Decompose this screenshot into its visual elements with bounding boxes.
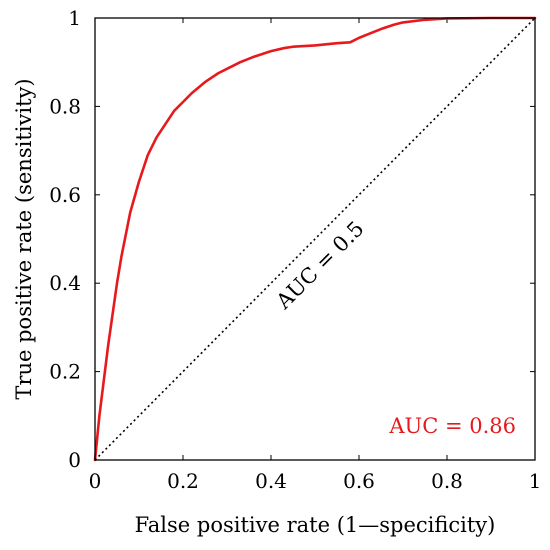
- axis-ticks: 0 0.2 0.4 0.6 0.8 1 0 0.2 0.4 0.6 0.8 1: [49, 6, 541, 493]
- x-tick-label: 0: [89, 469, 102, 493]
- y-tick-label: 0.4: [49, 271, 81, 295]
- x-tick-label: 0.8: [431, 469, 463, 493]
- x-tick-label: 1: [529, 469, 542, 493]
- y-axis-label: True positive rate (sensitivity): [12, 78, 36, 399]
- y-tick-label: 0.2: [49, 360, 81, 384]
- model-auc-label: AUC = 0.86: [388, 414, 516, 438]
- roc-curve-line: [93, 16, 537, 462]
- y-tick-label: 1: [68, 6, 81, 30]
- series-layer: [93, 16, 537, 462]
- y-tick-label: 0.8: [49, 94, 81, 118]
- y-tick-label: 0.6: [49, 183, 81, 207]
- x-axis-label: False positive rate (1—specificity): [135, 513, 496, 537]
- x-tick-label: 0.2: [167, 469, 199, 493]
- x-tick-label: 0.6: [343, 469, 375, 493]
- y-tick-label: 0: [68, 448, 81, 472]
- reference-diagonal-line: [94, 17, 536, 461]
- x-tick-label: 0.4: [255, 469, 287, 493]
- plot-frame: [94, 17, 536, 461]
